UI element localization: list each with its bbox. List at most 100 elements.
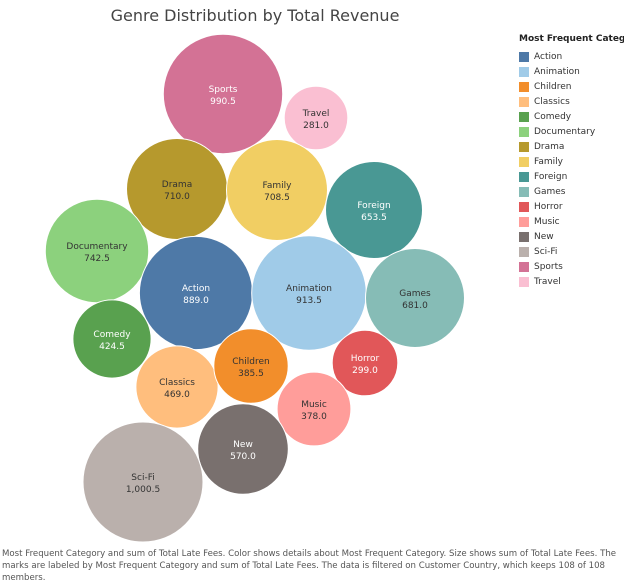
bubble-family[interactable]: Family 708.5 <box>226 139 328 241</box>
legend-swatch <box>519 261 529 272</box>
bubble-value-label: 570.0 <box>230 452 256 462</box>
legend-item-children[interactable]: Children <box>519 79 624 94</box>
bubble-circle-games[interactable] <box>365 248 465 348</box>
legend-swatch <box>519 51 529 62</box>
chart-title: Genre Distribution by Total Revenue <box>110 6 400 25</box>
legend-item-documentary[interactable]: Documentary <box>519 124 624 139</box>
bubble-name-label: New <box>233 440 253 450</box>
legend-label: Horror <box>534 201 563 212</box>
legend-swatch <box>519 126 529 137</box>
bubble-new[interactable]: New 570.0 <box>197 403 289 495</box>
legend-label: Children <box>534 81 572 92</box>
bubble-value-label: 889.0 <box>183 296 209 306</box>
legend-swatch <box>519 276 529 287</box>
bubble-sci-fi[interactable]: Sci-Fi 1,000.5 <box>82 421 204 543</box>
legend-item-travel[interactable]: Travel <box>519 274 624 289</box>
chart-caption: Most Frequent Category and sum of Total … <box>2 549 617 583</box>
legend-item-games[interactable]: Games <box>519 184 624 199</box>
bubble-value-label: 281.0 <box>303 121 329 131</box>
legend-swatch <box>519 81 529 92</box>
legend-item-music[interactable]: Music <box>519 214 624 229</box>
bubble-children[interactable]: Children 385.5 <box>213 328 289 404</box>
bubble-circle-comedy[interactable] <box>72 299 152 379</box>
legend-label: Games <box>534 186 566 197</box>
legend-swatch <box>519 111 529 122</box>
bubble-circle-classics[interactable] <box>135 345 219 429</box>
bubble-circle-family[interactable] <box>226 139 328 241</box>
bubble-sports[interactable]: Sports 990.5 <box>162 33 284 155</box>
legend-item-foreign[interactable]: Foreign <box>519 169 624 184</box>
legend-label: Sci-Fi <box>534 246 558 257</box>
bubble-comedy[interactable]: Comedy 424.5 <box>72 299 152 379</box>
bubble-value-label: 681.0 <box>402 301 428 311</box>
legend-swatch <box>519 66 529 77</box>
bubble-music[interactable]: Music 378.0 <box>276 371 352 447</box>
bubble-name-label: Comedy <box>93 330 131 340</box>
legend-label: Foreign <box>534 171 568 182</box>
legend: Most Frequent Category Action Animation Ch… <box>519 34 624 289</box>
bubble-value-label: 1,000.5 <box>126 485 160 495</box>
legend-item-drama[interactable]: Drama <box>519 139 624 154</box>
bubble-circle-sports[interactable] <box>162 33 284 155</box>
legend-item-sports[interactable]: Sports <box>519 259 624 274</box>
legend-item-family[interactable]: Family <box>519 154 624 169</box>
bubble-name-label: Drama <box>162 180 192 190</box>
bubble-value-label: 710.0 <box>164 192 190 202</box>
bubble-travel[interactable]: Travel 281.0 <box>283 85 349 151</box>
legend-label: Sports <box>534 261 563 272</box>
legend-label: Travel <box>534 276 561 287</box>
legend-swatch <box>519 231 529 242</box>
legend-swatch <box>519 156 529 167</box>
bubble-value-label: 378.0 <box>301 412 327 422</box>
legend-item-new[interactable]: New <box>519 229 624 244</box>
bubble-circle-new[interactable] <box>197 403 289 495</box>
bubble-value-label: 708.5 <box>264 193 290 203</box>
legend-item-comedy[interactable]: Comedy <box>519 109 624 124</box>
legend-title: Most Frequent Category <box>519 34 624 44</box>
legend-item-sci-fi[interactable]: Sci-Fi <box>519 244 624 259</box>
bubble-name-label: Sports <box>209 85 238 95</box>
bubble-name-label: Travel <box>302 109 330 119</box>
legend-swatch <box>519 171 529 182</box>
bubble-chart: Sports 990.5 Travel 281.0 Drama 710.0 Family 70… <box>44 33 465 543</box>
legend-items: Action Animation Children Classics Comedy Doc… <box>519 49 624 289</box>
legend-item-animation[interactable]: Animation <box>519 64 624 79</box>
legend-item-action[interactable]: Action <box>519 49 624 64</box>
legend-label: Classics <box>534 96 570 107</box>
legend-label: Drama <box>534 141 565 152</box>
bubble-value-label: 990.5 <box>210 97 236 107</box>
bubble-circle-children[interactable] <box>213 328 289 404</box>
bubble-documentary[interactable]: Documentary 742.5 <box>44 198 150 304</box>
legend-label: New <box>534 231 554 242</box>
bubble-circle-horror[interactable] <box>331 329 399 397</box>
bubble-games[interactable]: Games 681.0 <box>365 248 465 348</box>
legend-swatch <box>519 201 529 212</box>
bubble-classics[interactable]: Classics 469.0 <box>135 345 219 429</box>
legend-label: Action <box>534 51 563 62</box>
bubble-name-label: Games <box>399 289 431 299</box>
legend-label: Documentary <box>534 126 596 137</box>
bubble-horror[interactable]: Horror 299.0 <box>331 329 399 397</box>
bubble-value-label: 299.0 <box>352 366 378 376</box>
bubble-circle-sci-fi[interactable] <box>82 421 204 543</box>
legend-label: Family <box>534 156 563 167</box>
legend-swatch <box>519 246 529 257</box>
legend-item-classics[interactable]: Classics <box>519 94 624 109</box>
bubble-name-label: Classics <box>159 378 195 388</box>
bubble-value-label: 385.5 <box>238 369 264 379</box>
legend-label: Music <box>534 216 560 227</box>
bubble-foreign[interactable]: Foreign 653.5 <box>325 161 423 259</box>
bubble-name-label: Action <box>182 284 210 294</box>
bubble-value-label: 653.5 <box>361 213 387 223</box>
bubble-name-label: Animation <box>286 284 332 294</box>
legend-item-horror[interactable]: Horror <box>519 199 624 214</box>
bubble-circle-music[interactable] <box>276 371 352 447</box>
bubble-action[interactable]: Action 889.0 <box>138 235 254 351</box>
bubble-circle-foreign[interactable] <box>325 161 423 259</box>
bubble-circle-travel[interactable] <box>283 85 349 151</box>
legend-swatch <box>519 186 529 197</box>
legend-swatch <box>519 216 529 227</box>
bubble-value-label: 742.5 <box>84 254 110 264</box>
bubble-value-label: 913.5 <box>296 296 322 306</box>
bubble-value-label: 469.0 <box>164 390 190 400</box>
